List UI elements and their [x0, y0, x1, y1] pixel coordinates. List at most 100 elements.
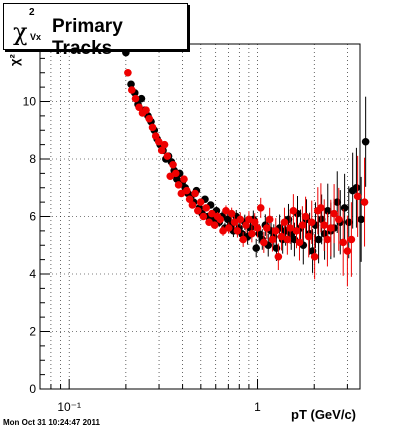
chi-symbol: χ: [13, 18, 28, 46]
red-marker: [323, 235, 332, 244]
black-marker: [317, 215, 326, 224]
x-tick-label: 1: [254, 400, 261, 414]
y-tick-label: 2: [29, 325, 36, 339]
y-tick-label: 8: [29, 152, 36, 166]
red-marker: [286, 224, 294, 232]
red-marker: [253, 224, 262, 232]
chart-title: Primary Tracks: [52, 16, 123, 59]
red-marker: [317, 204, 325, 212]
red-marker: [262, 224, 271, 232]
y-tick-label: 4: [29, 267, 36, 281]
black-marker: [361, 137, 370, 146]
y-tick-label: 10: [23, 95, 37, 109]
red-marker: [256, 204, 265, 212]
red-marker: [180, 175, 188, 183]
red-marker: [191, 189, 199, 198]
black-marker: [223, 215, 232, 224]
red-marker: [260, 238, 268, 247]
red-marker: [233, 227, 242, 235]
red-marker: [360, 198, 369, 206]
red-marker: [196, 198, 205, 206]
y-tick-label: 0: [29, 382, 36, 396]
red-marker: [289, 206, 298, 215]
red-marker: [148, 123, 157, 132]
red-marker: [280, 218, 289, 227]
red-marker: [334, 215, 343, 224]
black-marker: [340, 204, 349, 212]
x-tick-label: 10⁻¹: [57, 400, 81, 414]
red-marker: [205, 218, 213, 227]
red-marker: [131, 94, 140, 103]
timestamp: Mon Oct 31 10:24:47 2011: [3, 418, 100, 427]
red-marker: [171, 169, 180, 178]
red-marker: [301, 212, 310, 221]
red-marker: [154, 137, 163, 146]
red-marker: [174, 181, 183, 189]
red-marker: [185, 195, 194, 204]
red-marker: [245, 215, 253, 224]
red-marker: [242, 221, 250, 229]
red-marker: [327, 224, 335, 232]
red-marker: [230, 218, 239, 227]
red-marker: [274, 252, 283, 261]
red-marker: [353, 192, 362, 201]
red-marker: [304, 232, 313, 241]
red-marker: [307, 218, 316, 227]
red-marker: [151, 132, 160, 140]
red-marker: [265, 215, 274, 224]
black-marker: [272, 244, 281, 252]
red-marker: [157, 146, 166, 155]
red-marker: [188, 201, 197, 209]
red-marker: [199, 212, 208, 221]
red-marker: [135, 103, 143, 112]
black-marker: [137, 94, 146, 103]
red-marker: [320, 221, 329, 229]
data-points: [122, 48, 370, 287]
black-marker: [314, 235, 323, 244]
red-marker: [160, 140, 169, 149]
red-marker: [142, 106, 150, 114]
red-marker: [216, 215, 225, 224]
red-marker: [169, 160, 177, 169]
x-axis-label: pT (GeV/c): [291, 407, 357, 422]
red-marker: [236, 215, 245, 224]
black-marker: [252, 244, 261, 252]
red-marker: [310, 252, 319, 261]
red-marker: [239, 235, 247, 244]
red-marker: [124, 68, 132, 77]
red-marker: [194, 206, 202, 215]
red-marker: [347, 235, 356, 244]
red-marker: [227, 209, 236, 218]
black-marker: [127, 80, 135, 89]
red-marker: [268, 235, 277, 244]
red-marker: [250, 218, 259, 227]
red-marker: [283, 235, 292, 244]
red-marker: [127, 86, 136, 94]
y-axis-label: χ²: [7, 54, 22, 66]
y-tick-label: 6: [29, 210, 36, 224]
black-marker: [323, 206, 332, 215]
red-marker: [145, 114, 154, 123]
red-marker: [248, 229, 256, 238]
chi-subscript: Vx: [30, 32, 42, 42]
red-marker: [210, 221, 219, 229]
red-marker: [277, 232, 286, 241]
red-marker: [219, 227, 227, 235]
red-marker: [202, 204, 211, 212]
black-marker: [122, 48, 130, 57]
black-marker: [352, 183, 361, 192]
red-marker: [182, 186, 191, 195]
chart-title-box: χ 2 Vx Primary Tracks: [3, 3, 188, 59]
red-marker: [295, 238, 304, 247]
red-marker: [225, 224, 233, 232]
red-marker: [163, 152, 172, 160]
red-marker: [271, 227, 280, 235]
red-marker: [222, 206, 230, 215]
black-marker: [357, 215, 365, 224]
red-marker: [339, 238, 347, 247]
red-marker: [292, 227, 301, 235]
red-marker: [343, 247, 352, 255]
red-marker: [330, 209, 338, 218]
